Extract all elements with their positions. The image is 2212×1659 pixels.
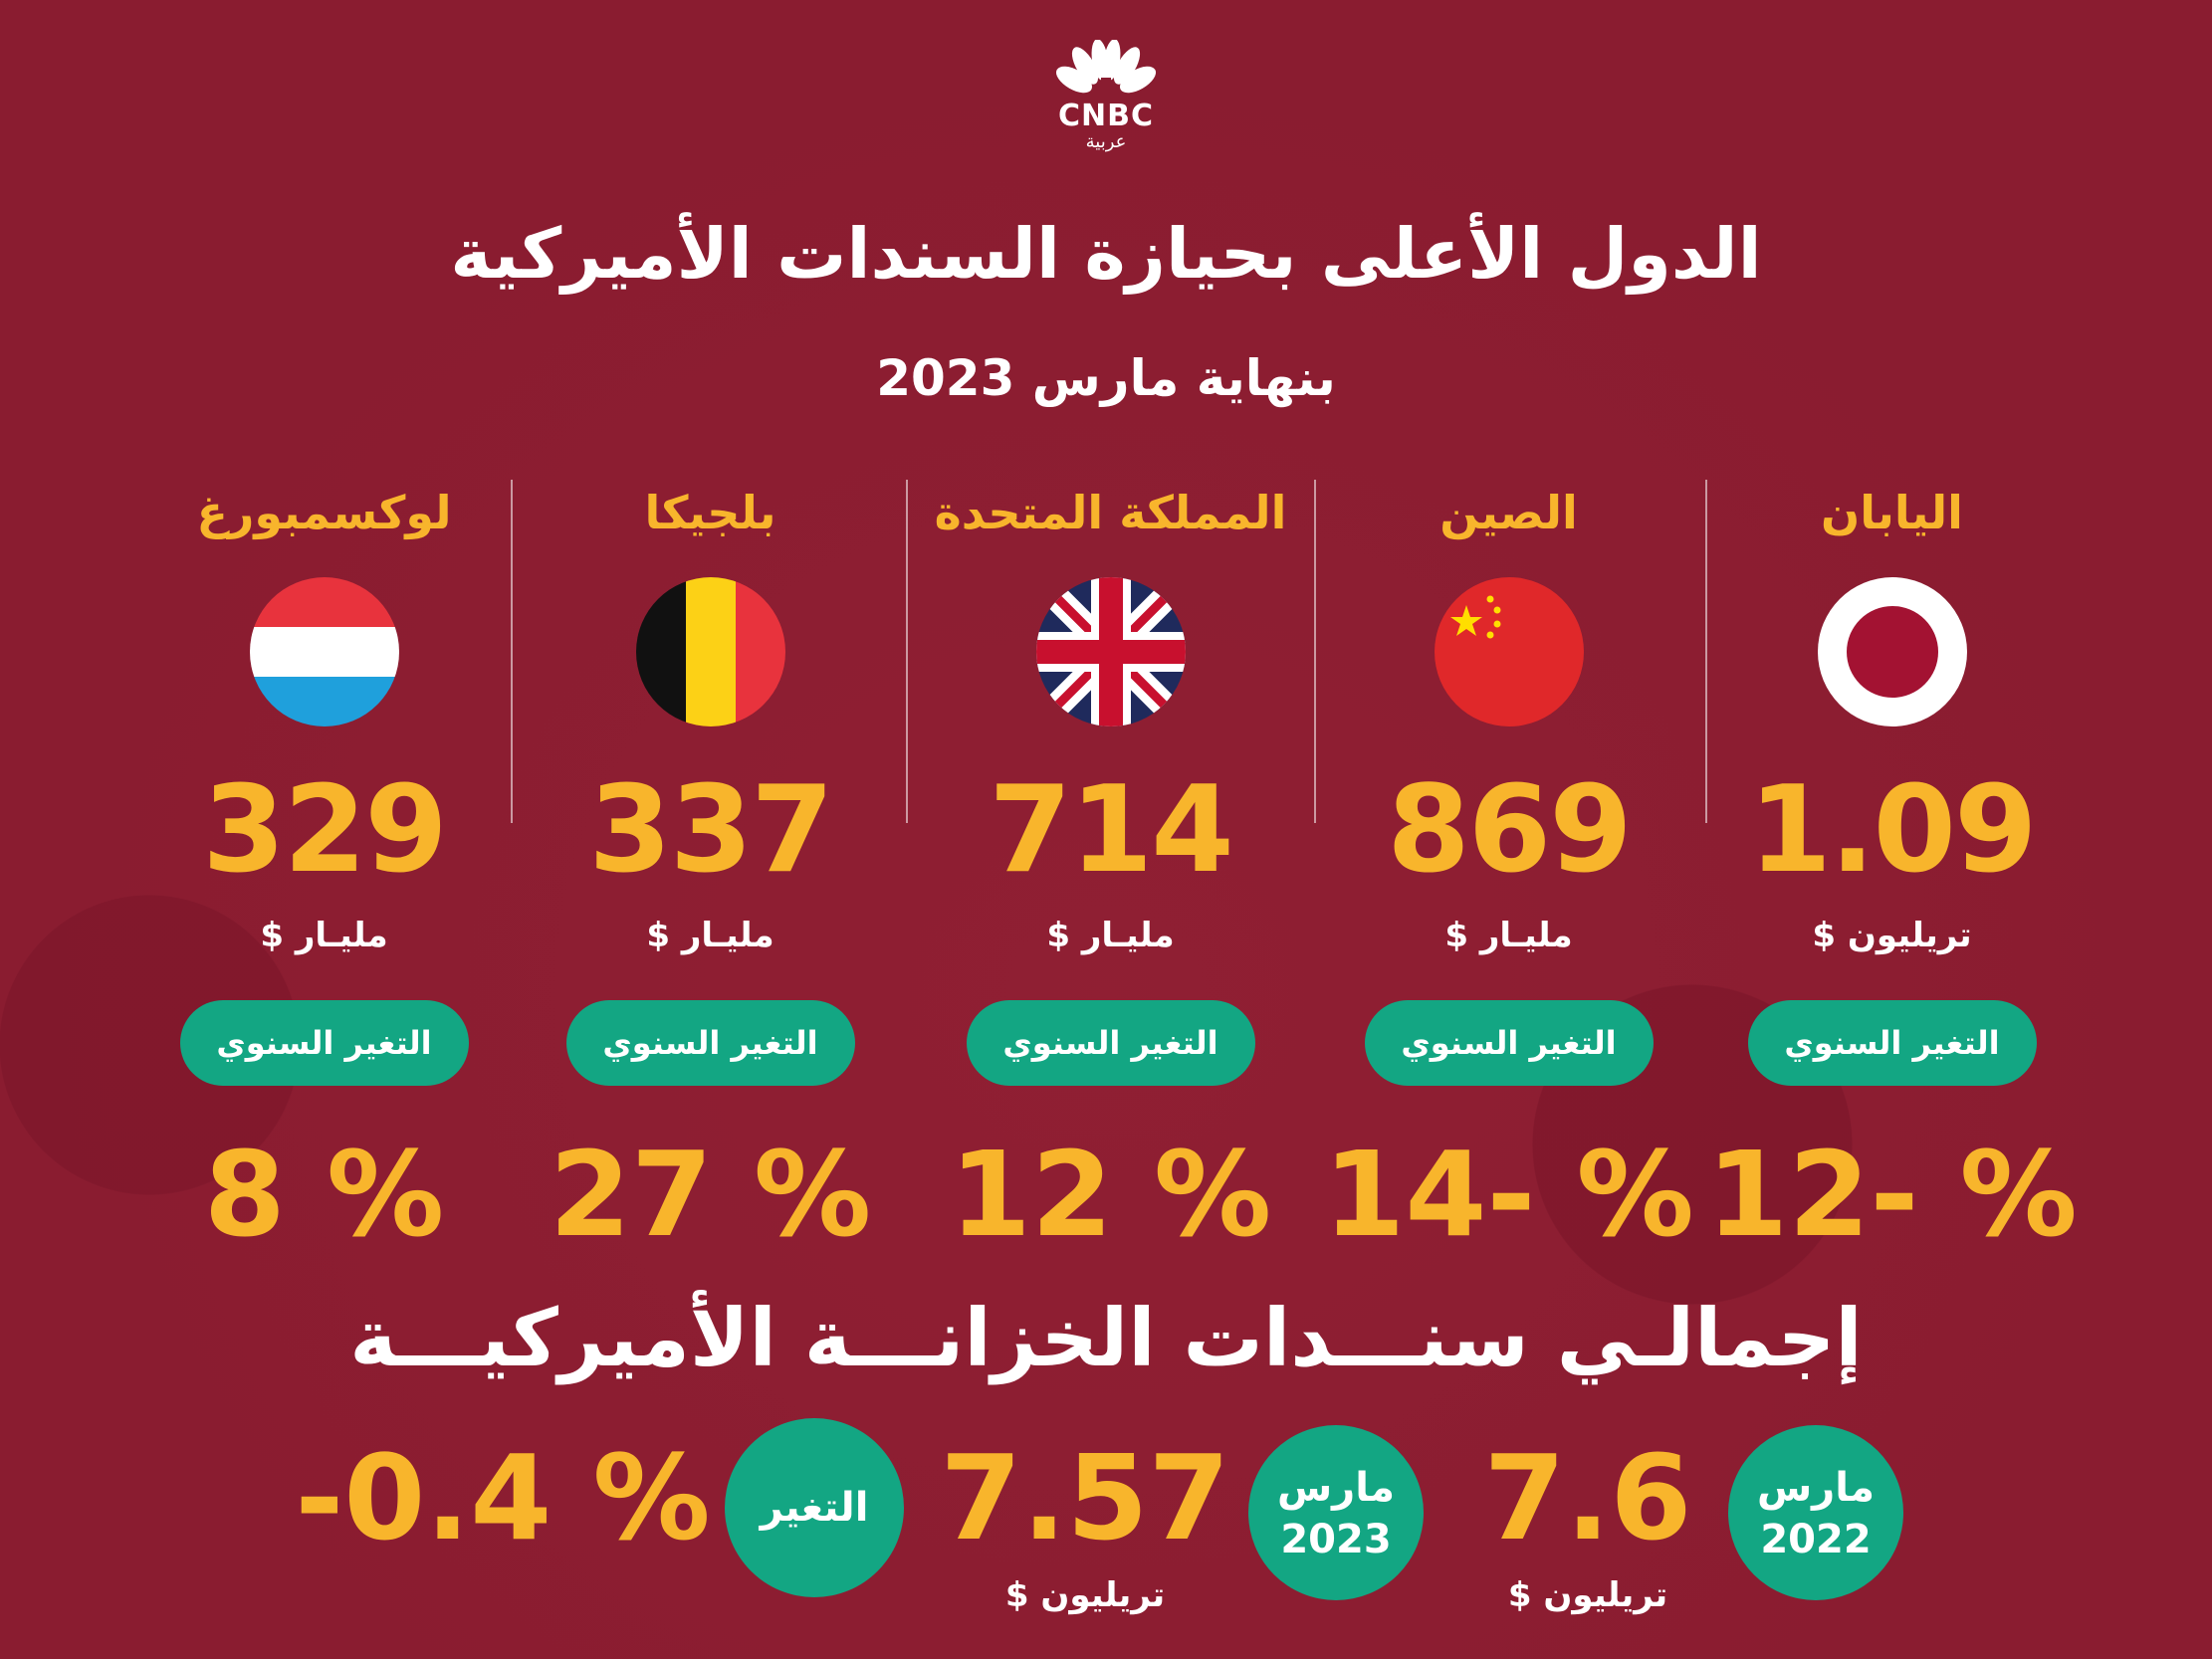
country-card-belgium: بلجيكا 337 مليـار $ التغير السنوي 27 % — [514, 478, 907, 1259]
country-card-uk: المملكة المتحدة 714 مليـار $ التغير السن… — [914, 478, 1307, 1259]
holding-value: 337 — [588, 761, 834, 900]
date-badge-2022: مارس 2022 — [1728, 1425, 1903, 1600]
badge-year: 2022 — [1760, 1517, 1872, 1562]
date-badge-2023: مارس 2023 — [1248, 1425, 1424, 1600]
holding-value: 714 — [989, 761, 1234, 900]
country-name: بلجيكا — [644, 486, 776, 539]
badge-year: 2023 — [1280, 1517, 1392, 1562]
country-name: الصين — [1439, 486, 1578, 539]
annual-change-value: 14- % — [1323, 1126, 1694, 1263]
total-unit-2022: تريليون $ — [1507, 1575, 1668, 1615]
page-subtitle: بنهاية مارس 2023 — [876, 349, 1336, 407]
holding-value: 869 — [1387, 761, 1633, 900]
annual-change-badge: التغير السنوي — [565, 1000, 855, 1086]
column-divider — [511, 480, 513, 823]
annual-change-badge: التغير السنوي — [1747, 1000, 2037, 1086]
country-card-japan: اليابان 1.09 تريليون $ التغير السنوي 12-… — [1695, 478, 2089, 1259]
japan-flag-icon — [1817, 577, 1967, 726]
cnbc-logo: CNBC عربية — [1046, 40, 1166, 169]
country-name: المملكة المتحدة — [934, 486, 1287, 539]
annual-change-value: 8 % — [203, 1126, 445, 1263]
total-unit-2023: تريليون $ — [1004, 1575, 1166, 1615]
badge-month: مارس — [1276, 1465, 1395, 1511]
country-card-luxembourg: لوكسمبورغ 329 مليـار $ التغير السنوي 8 % — [127, 478, 521, 1259]
column-divider — [906, 480, 908, 823]
change-label: التغير — [760, 1485, 869, 1531]
holding-unit: تريليون $ — [1812, 916, 1972, 955]
holding-unit: مليـار $ — [1444, 916, 1573, 955]
total-title: إجمالـي سنـــدات الخزانـــة الأميركيـــة — [349, 1292, 1863, 1384]
uk-flag-icon — [1035, 577, 1186, 726]
annual-change-badge: التغير السنوي — [966, 1000, 1255, 1086]
holding-unit: مليـار $ — [260, 916, 388, 955]
total-change-value: -0.4 % — [295, 1429, 711, 1566]
page-title: الدول الأعلى بحيازة السندات الأميركية — [450, 213, 1762, 295]
column-divider — [1314, 480, 1316, 823]
holding-unit: مليـار $ — [646, 916, 774, 955]
column-divider — [1705, 480, 1707, 823]
luxembourg-flag-icon — [249, 577, 399, 726]
annual-change-badge: التغير السنوي — [179, 1000, 469, 1086]
total-value-2023: 7.57 — [940, 1429, 1230, 1566]
annual-change-value: 12- % — [1706, 1126, 2078, 1263]
annual-change-value: 12 % — [949, 1126, 1272, 1263]
total-value-2022: 7.6 — [1483, 1429, 1692, 1566]
holding-value: 1.09 — [1748, 761, 2037, 900]
change-badge: التغير — [725, 1418, 904, 1597]
china-flag-icon — [1434, 577, 1584, 726]
badge-month: مارس — [1756, 1465, 1875, 1511]
country-card-china: الصين 869 مليـار $ التغير السنوي 14- % — [1312, 478, 1705, 1259]
holding-value: 329 — [202, 761, 448, 900]
holding-unit: مليـار $ — [1046, 916, 1175, 955]
annual-change-value: 27 % — [549, 1126, 872, 1263]
country-name: اليابان — [1821, 486, 1963, 539]
logo-sub-text: عربية — [1085, 131, 1127, 152]
peacock-icon — [1055, 40, 1157, 102]
country-name: لوكسمبورغ — [196, 486, 452, 539]
belgium-flag-icon — [635, 577, 785, 726]
annual-change-badge: التغير السنوي — [1364, 1000, 1654, 1086]
logo-brand-text: CNBC — [1057, 99, 1154, 133]
